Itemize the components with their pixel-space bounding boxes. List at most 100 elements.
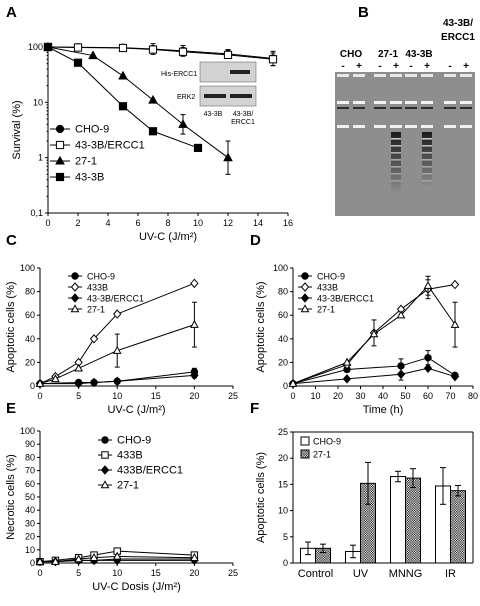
series-27-1 [35,301,199,387]
gel-band-hmw [374,101,386,104]
gel-band-dark [337,107,349,109]
x-tick-label: 15 [151,568,161,578]
y-tick-label: 25 [278,427,288,437]
gel-ladder-band [391,152,401,154]
y-tick-label: 90 [25,439,35,449]
data-point [148,45,158,54]
gel-band-lmw [405,125,417,128]
x-tick-label: 25 [228,391,238,401]
x-tick-label: 8 [165,218,170,228]
x-category-label: MNNG [389,568,423,580]
y-axis-title: Apoptotic cells (%) [5,281,17,372]
apoptosis-time-chart: 0 10 20 30 40 50 60 70 80 0 20 40 60 80 100 Time (h) Apo… [255,263,478,416]
y-axis-title: Survival (%) [11,100,23,159]
blot-lane-label: 43-3B/ [233,111,254,118]
x-tick-label: 40 [378,391,388,401]
legend-label: 433B [317,283,338,293]
y-tick-label: 80 [25,452,35,462]
x-category-label: IR [445,568,456,580]
x-tick-label: 0 [290,391,295,401]
legend-label: CHO-9 [87,272,115,282]
series-line-433b [292,284,456,385]
y-tick-label: 100 [273,263,288,273]
gel-ladder-band [422,138,432,140]
gel-well [460,74,472,77]
data-point [74,554,83,563]
series-43-3b-ercc1 [35,370,199,389]
legend-label: 27-1 [87,305,105,315]
gel-well [337,74,349,77]
x-tick-label: 10 [193,218,203,228]
gel-band-lmw [444,125,456,128]
gel-well [405,74,417,77]
legend-label: 433B [87,283,108,293]
data-point [118,102,128,111]
legend-label: 43-3B/ERCC1 [87,294,144,304]
legend-label: CHO-9 [117,435,151,447]
legend-label: 27-1 [75,156,97,168]
data-point [423,280,433,289]
gel-band-dark [374,107,386,109]
y-tick-label: 20 [25,357,35,367]
x-tick-label: 20 [333,391,343,401]
data-point [89,553,99,561]
y-tick-label: 60 [25,479,35,489]
legend-label: 43-3B/ERCC1 [75,140,145,152]
series-line-43-3b [47,46,199,149]
y-tick-label: 15 [278,479,288,489]
data-point [190,319,199,328]
gel-ladder-band [391,166,401,168]
x-tick-label: 20 [189,568,199,578]
x-category-label: Control [298,568,333,580]
y-tick-label: 80 [278,287,288,297]
x-axis-title: UV-C (J/m²) [139,231,197,243]
gel-sign-label: - [448,61,451,72]
data-point [450,319,460,328]
y-axis-title: Apoptotic cells (%) [255,281,267,372]
legend-marker [300,282,310,292]
legend-marker [55,124,65,134]
data-point [112,551,122,560]
legend-marker [55,155,65,165]
gel-ladder-band [422,159,432,161]
gel-ladder-band [422,152,432,154]
legend-label: 43-3B [75,172,104,184]
gel-ladder-band [391,173,401,175]
legend-marker [300,293,310,303]
gel-band-dark [421,107,433,109]
legend-marker [101,436,109,444]
gel-band-lmw [421,125,433,128]
x-tick-label: 25 [228,568,238,578]
legend-marker [71,272,79,280]
y-tick-label: 100 [28,42,43,52]
panel-label-d: D [250,232,261,249]
legend-label: CHO-9 [313,437,341,447]
data-point [112,345,122,354]
y-tick-label: 20 [25,532,35,542]
legend-marker [100,480,110,489]
gel-well [374,74,386,77]
y-tick-label: 50 [25,492,35,502]
gel-well [421,74,433,77]
y-tick-label: 70 [25,466,35,476]
data-point [89,377,99,388]
x-tick-label: 10 [310,391,320,401]
legend-label: 27-1 [117,480,139,492]
data-point [450,371,460,382]
gel-ladder-band [422,180,432,182]
gel-band-hmw [390,101,402,104]
gel-sign-label: - [378,61,381,72]
gel-well [353,74,365,77]
y-tick-label: 0 [30,381,35,391]
gel-band-lmw [337,125,349,128]
y-tick-label: 60 [278,310,288,320]
x-tick-label: 2 [75,218,80,228]
series-line-43-3b-ercc1 [292,367,456,385]
gel-band-dark [444,107,456,109]
y-tick-label: 20 [278,357,288,367]
gel-ladder-band [422,173,432,175]
data-point [88,50,98,60]
legend-label: 433B/ERCC1 [117,465,183,477]
x-tick-label: 12 [223,218,233,228]
legend-label: CHO-9 [317,272,345,282]
